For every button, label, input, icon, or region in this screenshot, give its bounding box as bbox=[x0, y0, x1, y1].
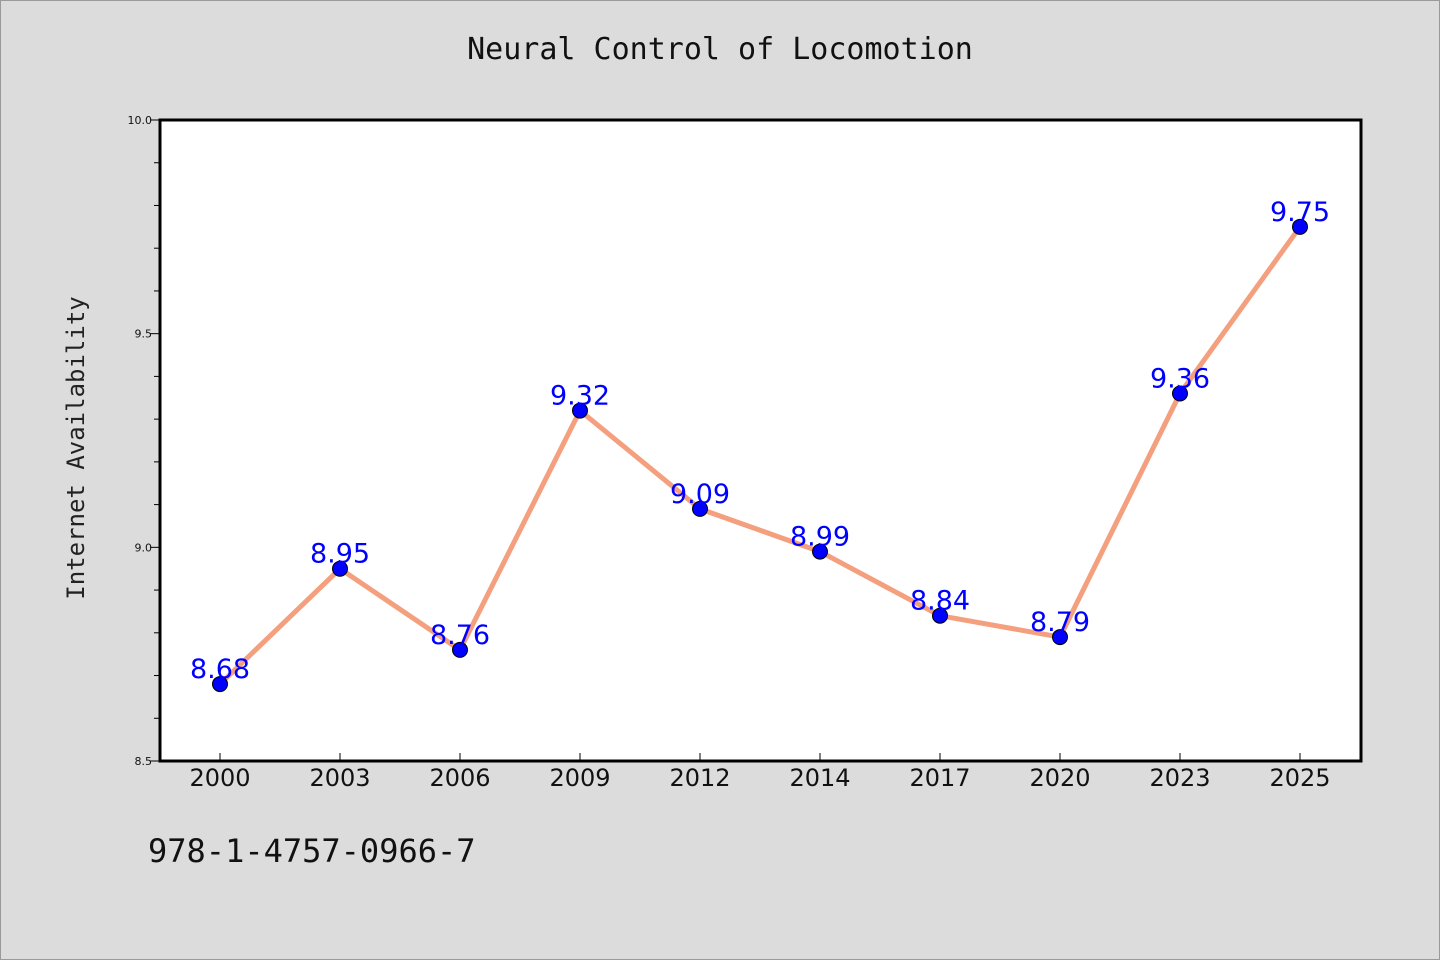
data-label: 8.68 bbox=[190, 654, 250, 685]
data-label: 8.79 bbox=[1030, 607, 1090, 638]
data-point bbox=[1292, 218, 1308, 235]
y-tick-label: 9.5 bbox=[135, 328, 153, 341]
data-point bbox=[812, 543, 828, 560]
data-label: 9.32 bbox=[550, 381, 610, 412]
y-tick-label: 8.5 bbox=[135, 755, 153, 768]
x-tick-label: 2014 bbox=[789, 764, 850, 792]
data-point bbox=[452, 641, 468, 658]
y-axis-ticks: 8.5 9.0 9.5 10.0 bbox=[128, 114, 160, 768]
series-line-group bbox=[218, 225, 1303, 686]
x-tick-label: 2000 bbox=[189, 764, 250, 792]
x-axis-ticks: 2000 2003 2006 2009 2012 2014 2017 2020 2023 2025 bbox=[189, 753, 1331, 792]
data-label: 8.99 bbox=[790, 522, 850, 553]
series-markers bbox=[212, 218, 1308, 693]
plot-area bbox=[158, 118, 1363, 763]
data-label: 9.36 bbox=[1150, 363, 1210, 394]
data-label: 8.76 bbox=[430, 620, 490, 651]
y-tick-label: 9.0 bbox=[135, 541, 153, 554]
data-label: 8.84 bbox=[910, 586, 970, 617]
data-label: 9.75 bbox=[1270, 197, 1330, 228]
data-point bbox=[212, 676, 228, 693]
x-tick-label: 2012 bbox=[669, 764, 730, 792]
data-label: 9.09 bbox=[670, 479, 730, 510]
series-line bbox=[218, 225, 1303, 686]
x-tick-label: 2025 bbox=[1269, 764, 1330, 792]
y-tick-label: 10.0 bbox=[128, 114, 153, 127]
x-tick-label: 2023 bbox=[1149, 764, 1210, 792]
data-point bbox=[1172, 385, 1188, 402]
data-point bbox=[932, 607, 948, 624]
x-tick-label: 2020 bbox=[1029, 764, 1090, 792]
x-tick-label: 2006 bbox=[429, 764, 490, 792]
chart-title: Neural Control of Locomotion bbox=[467, 32, 973, 67]
x-tick-label: 2003 bbox=[309, 764, 370, 792]
data-label: 8.95 bbox=[310, 539, 370, 570]
data-point bbox=[692, 500, 708, 517]
isbn-code: 978-1-4757-0966-7 bbox=[148, 832, 476, 870]
data-point bbox=[572, 402, 588, 419]
data-labels: 8.68 8.95 8.76 9.32 9.09 8.99 8.84 8.79 9.36 9.75 bbox=[190, 197, 1330, 685]
x-tick-label: 2009 bbox=[549, 764, 610, 792]
x-tick-label: 2017 bbox=[909, 764, 970, 792]
data-point bbox=[1052, 629, 1068, 646]
data-point bbox=[332, 560, 348, 577]
